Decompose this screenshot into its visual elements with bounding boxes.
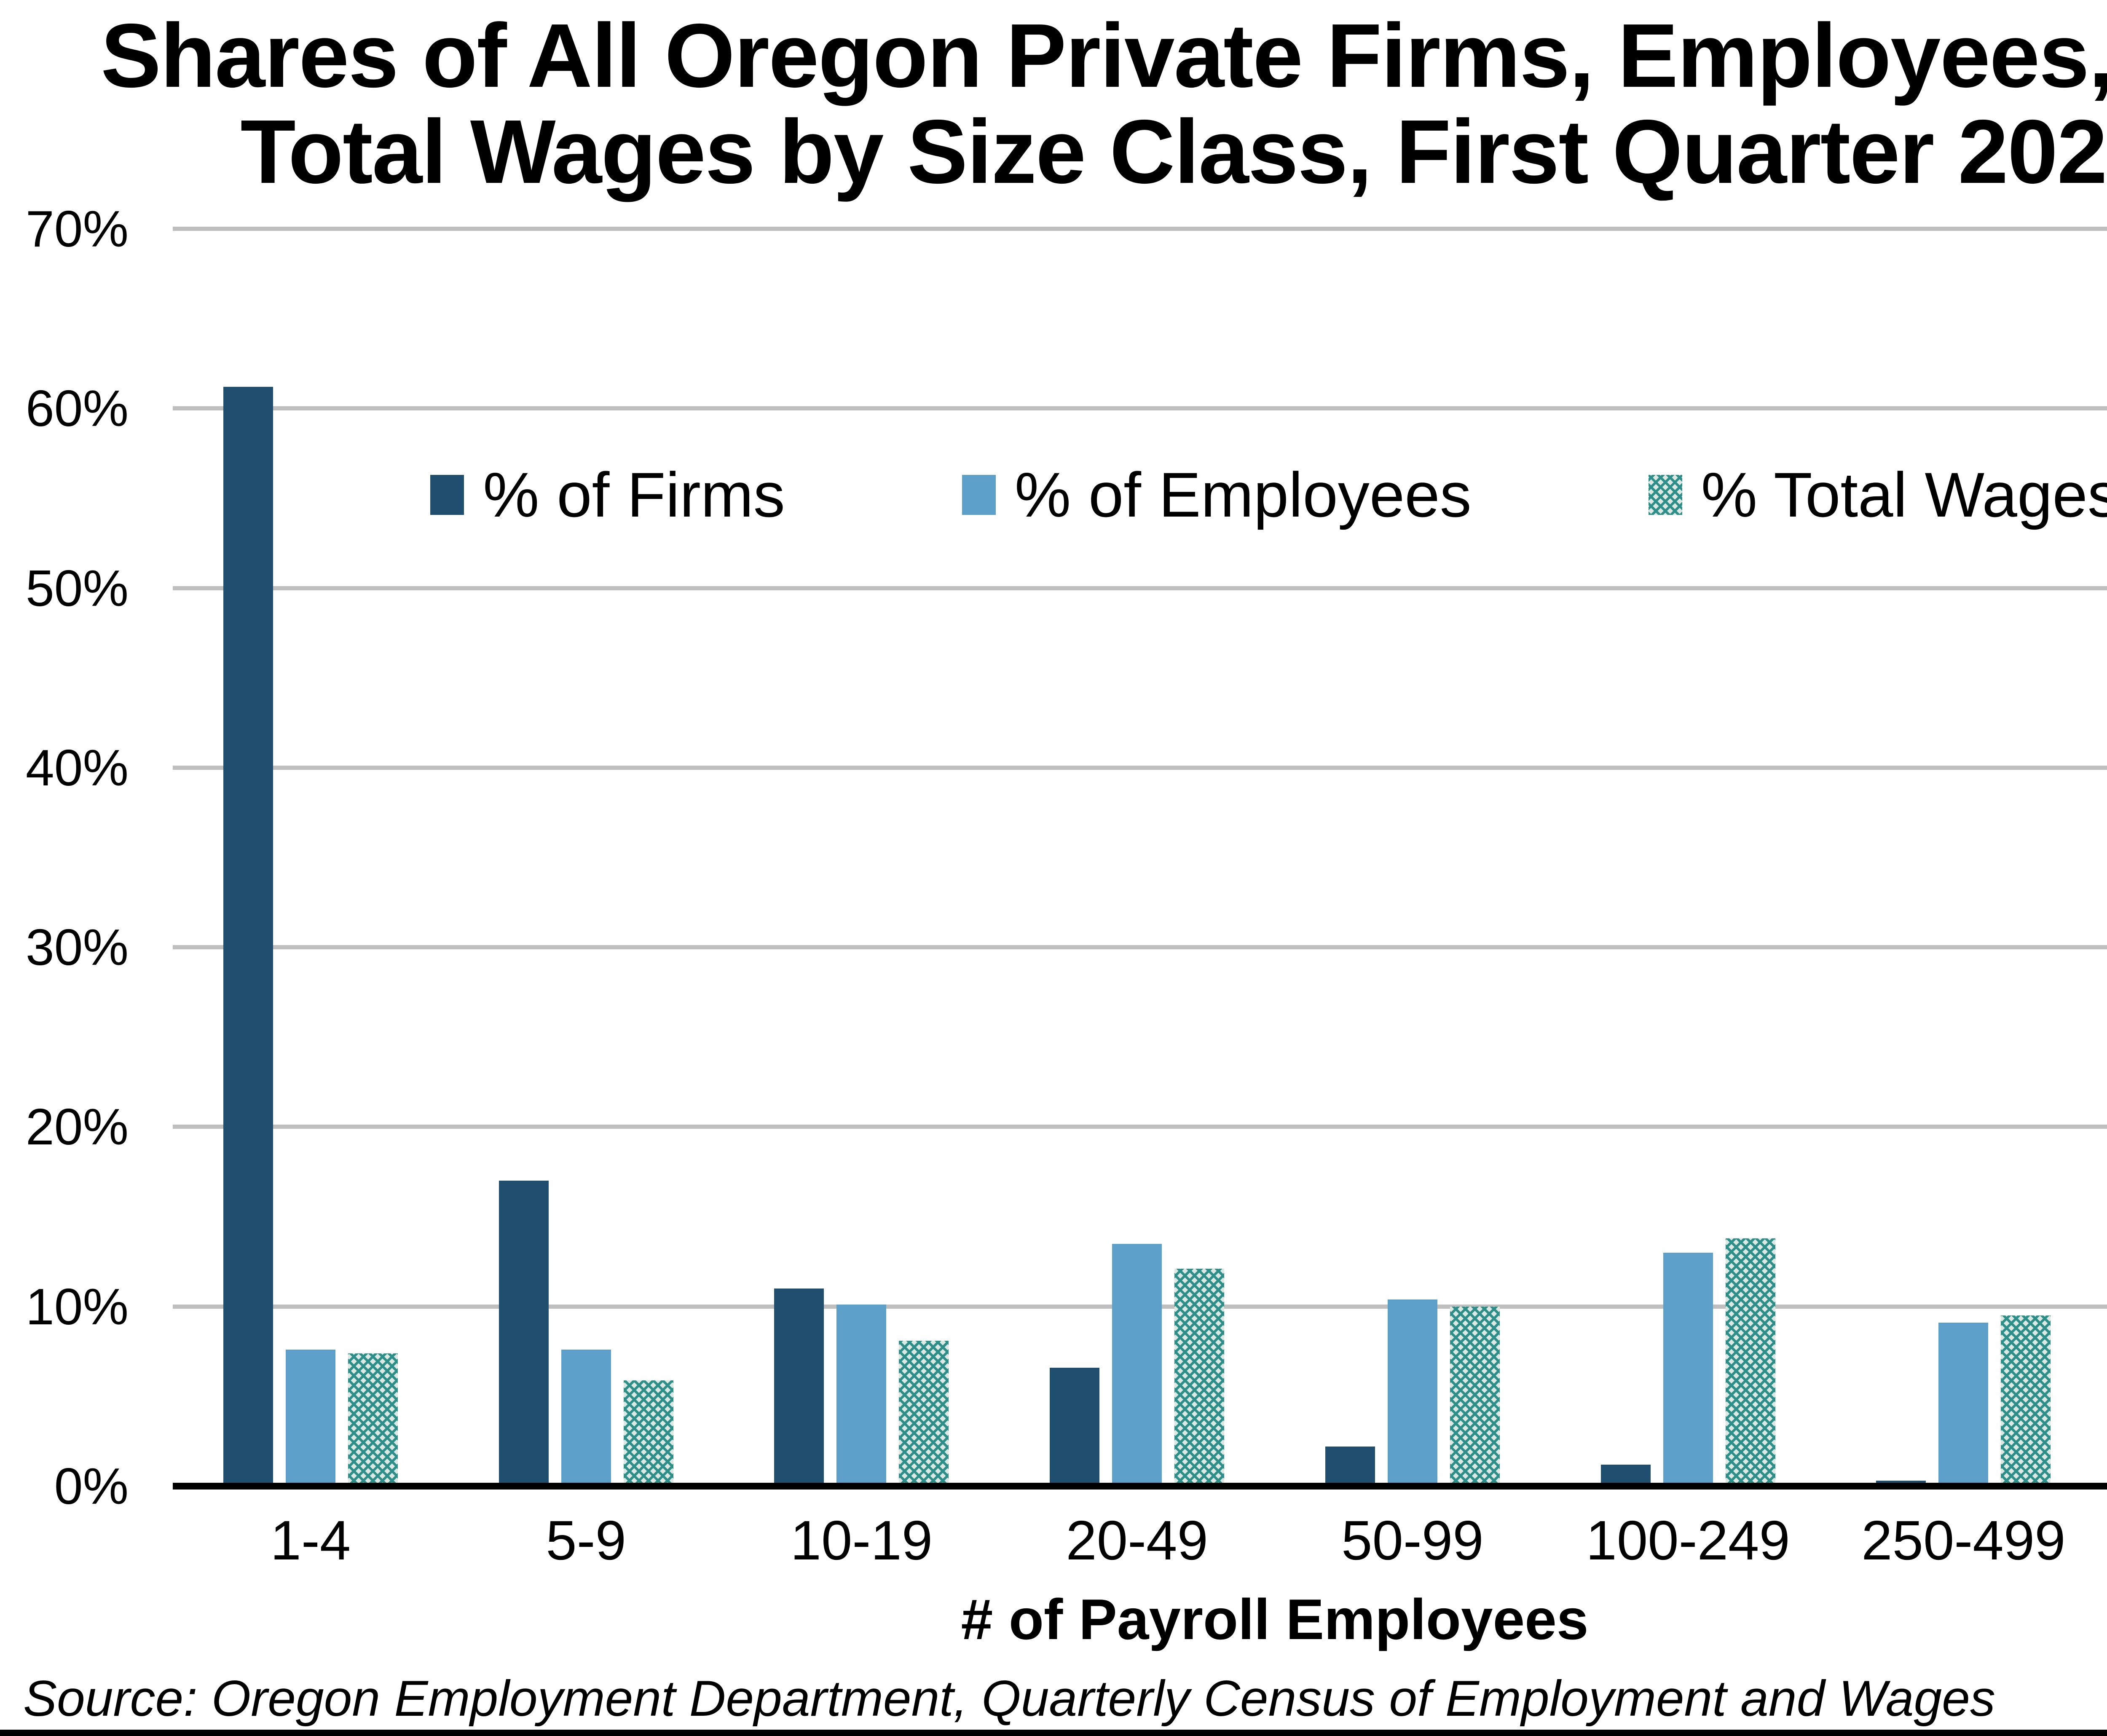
bar-total-wages-50-99: [1450, 1306, 1500, 1486]
y-tick-label-60: 60%: [25, 380, 129, 437]
bar-total-wages-250-499: [2001, 1315, 2051, 1486]
y-tick-label-70: 70%: [25, 200, 129, 257]
x-category-label-100-249: 100-249: [1586, 1509, 1790, 1571]
legend-swatch-of-firms: [430, 475, 464, 515]
bar-of-employees-5-9: [561, 1350, 611, 1486]
footer-divider-bar: [0, 1730, 2107, 1736]
bar-group-50-99: [1275, 229, 1550, 1486]
legend-label-of-employees: % of Employees: [1014, 459, 1472, 530]
bar-of-firms-5-9: [499, 1181, 549, 1486]
source-note: Source: Oregon Employment Department, Qu…: [23, 1670, 1995, 1727]
x-category-label-500: 500+: [2101, 1508, 2107, 1572]
x-category-label-50-99: 50-99: [1341, 1509, 1484, 1571]
bar-of-employees-10-19: [836, 1305, 887, 1486]
chart-title: Shares of All Oregon Private Firms, Empl…: [0, 8, 2107, 200]
y-tick-label-0: 0%: [54, 1457, 129, 1515]
bar-group-1-4: [173, 229, 448, 1486]
bar-group-5-9: [448, 229, 724, 1486]
bar-of-employees-250-499: [1938, 1323, 1989, 1486]
bar-group-250-499: [1826, 229, 2102, 1486]
bar-group-20-49: [999, 229, 1275, 1486]
bar-of-firms-50-99: [1325, 1447, 1375, 1486]
bar-of-firms-1-4: [223, 387, 273, 1486]
bar-total-wages-5-9: [623, 1380, 673, 1486]
chart-title-line2: Total Wages by Size Class, First Quarter…: [240, 100, 2107, 202]
legend-label-of-firms: % of Firms: [483, 459, 785, 530]
legend-swatch-of-employees: [962, 475, 996, 515]
x-category-label-20-49: 20-49: [1066, 1509, 1208, 1571]
legend-swatch-total-wages: [1648, 475, 1682, 515]
legend-item-of-firms: % of Firms: [430, 458, 785, 531]
gridline-30-percent: [173, 945, 2107, 950]
bar-of-firms-20-49: [1050, 1367, 1100, 1486]
legend-label-total-wages: % Total Wages: [1701, 459, 2107, 530]
x-category-label-10-19: 10-19: [790, 1509, 933, 1571]
y-tick-label-40: 40%: [25, 739, 129, 796]
y-tick-label-50: 50%: [25, 559, 129, 617]
x-category-label-250-499: 250-499: [1861, 1509, 2066, 1571]
bar-group-500: [2101, 229, 2107, 1486]
y-tick-label-10: 10%: [25, 1278, 129, 1335]
bar-of-firms-10-19: [774, 1289, 824, 1486]
bar-total-wages-100-249: [1725, 1238, 1775, 1486]
gridline-70-percent: [173, 227, 2107, 231]
y-axis-tick-labels: 0% 10% 20% 30% 40% 50% 60% 70%: [0, 200, 173, 1515]
x-axis-category-labels: 1-4 5-9 10-19 20-49 50-99 100-249 250-499 500+: [173, 1508, 2107, 1572]
x-category-label-1-4: 1-4: [270, 1509, 351, 1571]
legend: % of Firms % of Employees % Total Wages: [173, 458, 2107, 531]
bar-groups: [173, 229, 2107, 1486]
plot-area: % of Firms % of Employees % Total Wages: [173, 227, 2107, 1490]
bar-group-10-19: [724, 229, 1000, 1486]
bar-total-wages-10-19: [899, 1340, 949, 1486]
x-axis-title: # of Payroll Employees: [961, 1587, 1589, 1651]
x-category-label-5-9: 5-9: [546, 1509, 627, 1571]
x-axis-line: [173, 1483, 2107, 1490]
bar-total-wages-20-49: [1174, 1269, 1225, 1486]
y-tick-label-30: 30%: [25, 919, 129, 976]
gridline-60-percent: [173, 406, 2107, 411]
bar-of-employees-20-49: [1112, 1243, 1162, 1486]
gridline-20-percent: [173, 1125, 2107, 1129]
bar-of-employees-50-99: [1387, 1299, 1437, 1486]
gridline-50-percent: [173, 586, 2107, 590]
bar-total-wages-1-4: [348, 1353, 398, 1486]
legend-item-of-employees: % of Employees: [962, 458, 1472, 531]
y-tick-label-20: 20%: [25, 1098, 129, 1156]
chart-title-line1: Shares of All Oregon Private Firms, Empl…: [101, 5, 2107, 106]
bar-of-employees-100-249: [1663, 1252, 1713, 1486]
legend-item-total-wages: % Total Wages: [1648, 458, 2107, 531]
gridline-40-percent: [173, 765, 2107, 770]
bar-of-employees-1-4: [285, 1350, 335, 1486]
bar-of-firms-100-249: [1600, 1464, 1651, 1486]
bar-group-100-249: [1550, 229, 1826, 1486]
